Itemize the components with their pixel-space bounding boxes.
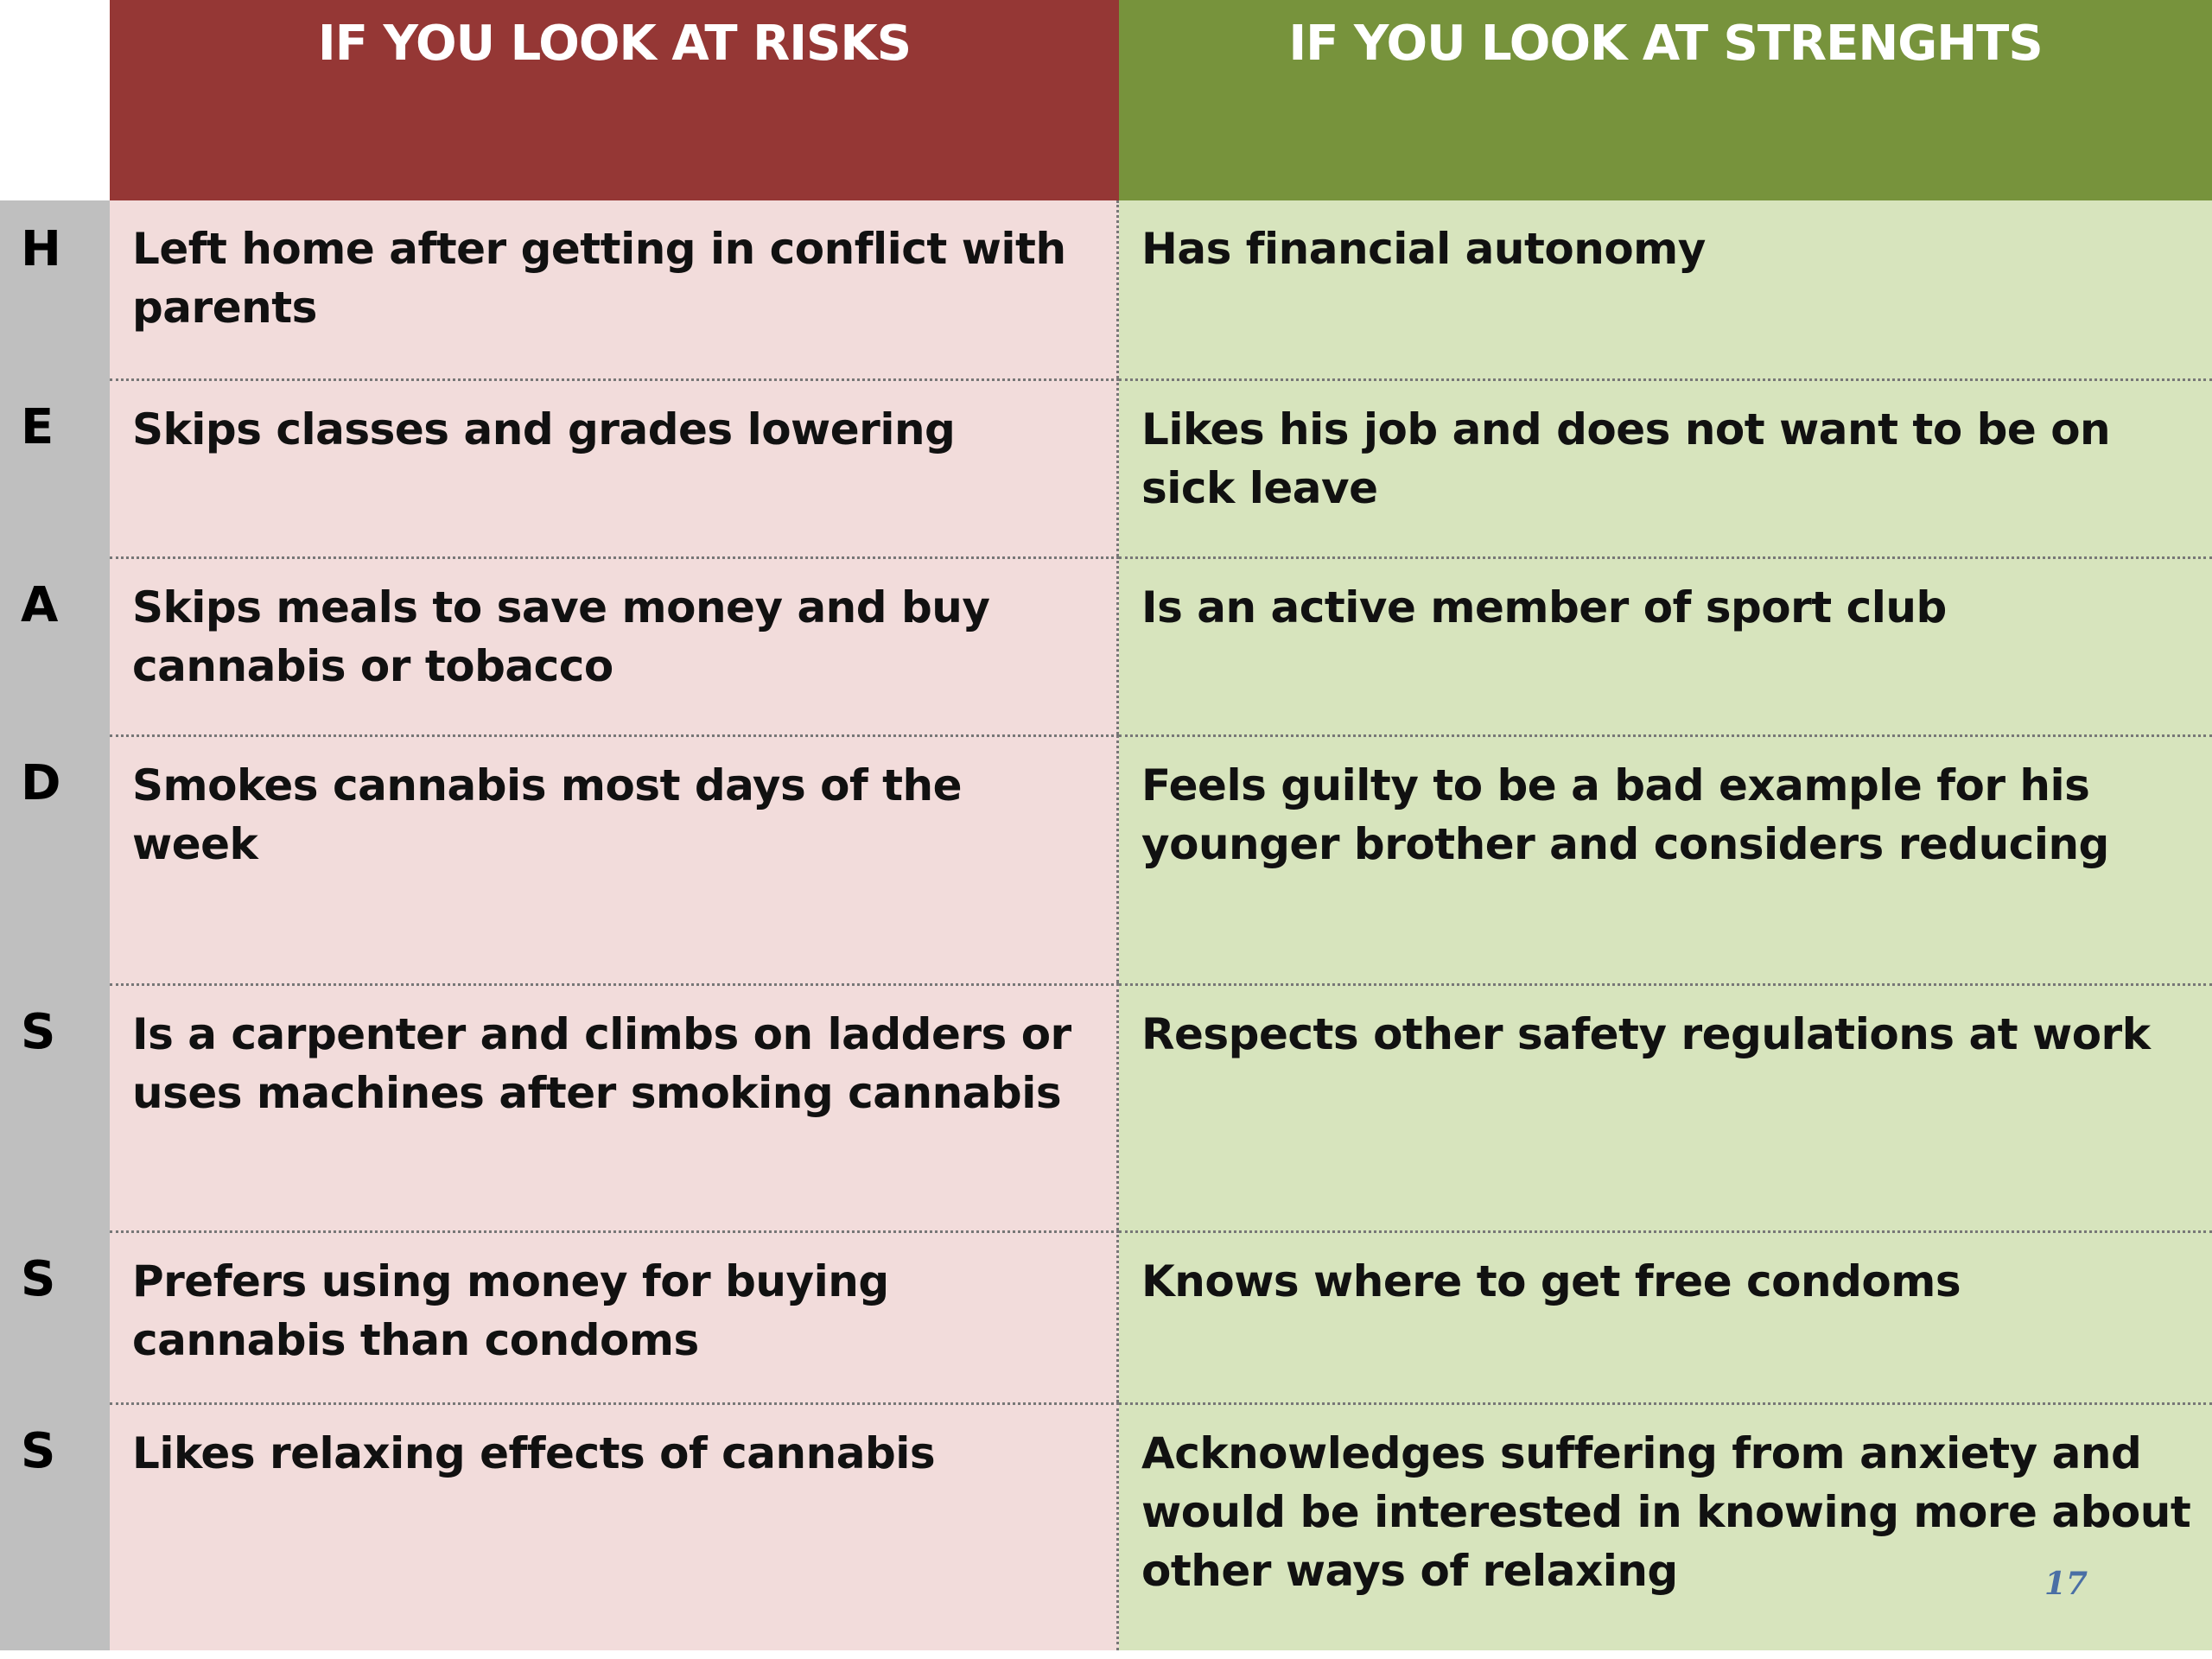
row-letter-sexuality: S [0, 1230, 110, 1402]
strengths-column-header: IF YOU LOOK AT STRENGHTS [1119, 0, 2212, 200]
risk-cell-suicide: Likes relaxing effects of cannabis [110, 1402, 1119, 1650]
strength-cell-suicide: Acknowledges suffering from anxiety and … [1119, 1402, 2212, 1650]
risk-cell-education: Skips classes and grades lowering [110, 378, 1119, 556]
risk-cell-activities: Skips meals to save money and buy cannab… [110, 556, 1119, 734]
row-letter-activities: A [0, 556, 110, 734]
row-letter-home: H [0, 200, 110, 378]
risks-column-header: IF YOU LOOK AT RISKS [110, 0, 1119, 200]
risk-cell-sexuality: Prefers using money for buying cannabis … [110, 1230, 1119, 1402]
table-corner [0, 0, 110, 200]
row-letter-safety: S [0, 983, 110, 1230]
strength-cell-home: Has financial autonomy [1119, 200, 2212, 378]
row-letter-suicide: S [0, 1402, 110, 1650]
strength-cell-activities: Is an active member of sport club [1119, 556, 2212, 734]
strength-cell-sexuality: Knows where to get free condoms [1119, 1230, 2212, 1402]
row-letter-education: E [0, 378, 110, 556]
strength-cell-safety: Respects other safety regulations at wor… [1119, 983, 2212, 1230]
strength-cell-drugs: Feels guilty to be a bad example for his… [1119, 734, 2212, 983]
risk-cell-drugs: Smokes cannabis most days of the week [110, 734, 1119, 983]
risk-cell-safety: Is a carpenter and climbs on ladders or … [110, 983, 1119, 1230]
strength-cell-education: Likes his job and does not want to be on… [1119, 378, 2212, 556]
page-number: 17 [2044, 1566, 2088, 1602]
risk-cell-home: Left home after getting in conflict with… [110, 200, 1119, 378]
row-letter-drugs: D [0, 734, 110, 983]
